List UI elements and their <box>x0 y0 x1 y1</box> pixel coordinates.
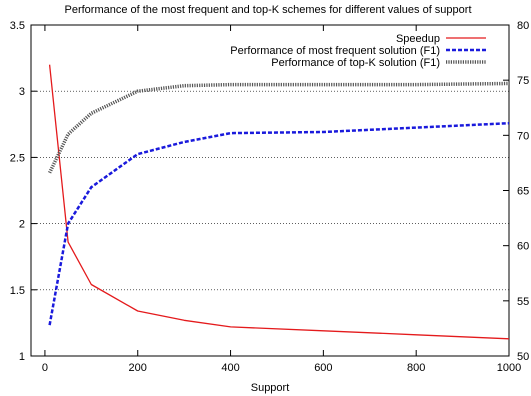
y-tick-label: 1 <box>19 351 25 363</box>
y2-tick-label: 60 <box>517 241 529 253</box>
x-tick-label: 1000 <box>497 362 521 374</box>
series-lines <box>48 64 510 340</box>
x-tick-label: 800 <box>407 362 425 374</box>
legend-label: Performance of top-K solution (F1) <box>271 57 440 69</box>
y-tick-label: 2 <box>19 219 25 231</box>
y2-tick-label: 50 <box>517 351 529 363</box>
legend-label: Performance of most frequent solution (F… <box>230 45 440 57</box>
x-tick-label: 600 <box>314 362 332 374</box>
chart-title: Performance of the most frequent and top… <box>64 4 471 16</box>
y2-tick-label: 75 <box>517 75 529 87</box>
y-tick-label: 2.5 <box>10 152 25 164</box>
x-axis-title: Support <box>251 382 290 394</box>
y-tick-label: 1.5 <box>10 285 25 297</box>
plot-frame <box>30 24 510 357</box>
x-tick-label: 200 <box>129 362 147 374</box>
y2-tick-label: 80 <box>517 20 529 32</box>
series-line-2 <box>48 121 510 326</box>
series-line-1 <box>48 64 510 340</box>
y-tick-label: 3 <box>19 86 25 98</box>
x-tick-label: 0 <box>42 362 48 374</box>
x-tick-label: 400 <box>221 362 239 374</box>
series-line-3 <box>48 81 510 174</box>
legend-label: Speedup <box>396 33 440 45</box>
grid <box>31 90 509 291</box>
y-tick-label: 3.5 <box>10 20 25 32</box>
y2-tick-label: 55 <box>517 296 529 308</box>
y2-tick-label: 65 <box>517 186 529 198</box>
y2-tick-label: 70 <box>517 130 529 142</box>
